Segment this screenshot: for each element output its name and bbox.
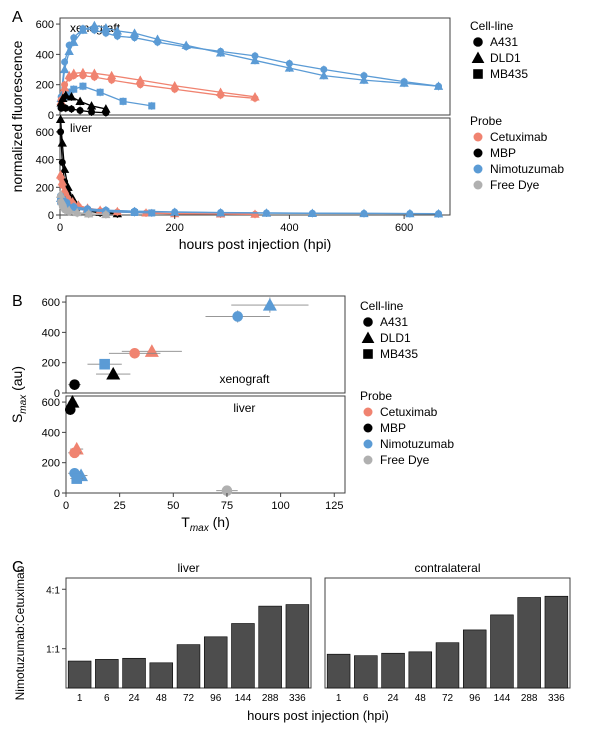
legend-b-cell-title: Cell-line	[360, 299, 404, 313]
ratio-bar	[232, 623, 255, 688]
panel-b-facet-label: liver	[233, 401, 255, 415]
legend-probe-item: MBP	[490, 146, 516, 160]
svg-text:0: 0	[48, 110, 54, 122]
svg-text:48: 48	[415, 693, 427, 704]
figure-svg: Anormalized fluorescence0200400600xenogr…	[0, 0, 600, 738]
legend-cell-title: Cell-line	[470, 19, 514, 33]
svg-text:1: 1	[336, 693, 342, 704]
svg-text:DLD1: DLD1	[380, 331, 411, 345]
svg-text:48: 48	[156, 693, 168, 704]
svg-text:600: 600	[42, 297, 60, 309]
legend-cell-item: DLD1	[490, 51, 521, 65]
svg-text:72: 72	[442, 693, 454, 704]
svg-text:288: 288	[521, 693, 538, 704]
svg-text:400: 400	[36, 49, 54, 61]
svg-text:25: 25	[114, 500, 126, 512]
svg-text:125: 125	[325, 500, 343, 512]
svg-text:Cetuximab: Cetuximab	[380, 405, 438, 419]
legend-b-probe-title: Probe	[360, 389, 392, 403]
panel-c-ylabel: Nimotuzumab:Cetuximab	[13, 565, 27, 700]
ratio-bar	[286, 605, 309, 688]
ratio-bar	[123, 658, 146, 688]
svg-text:600: 600	[36, 19, 54, 31]
svg-text:144: 144	[494, 693, 511, 704]
panel-b-xlabel: Tmax (h)	[181, 514, 229, 534]
svg-text:600: 600	[36, 127, 54, 139]
svg-text:600: 600	[42, 397, 60, 409]
svg-text:0: 0	[57, 222, 63, 234]
ratio-bar	[491, 615, 514, 688]
svg-text:1:1: 1:1	[46, 645, 60, 656]
svg-text:24: 24	[387, 693, 399, 704]
ratio-bar	[204, 637, 227, 688]
svg-text:600: 600	[395, 222, 413, 234]
svg-text:24: 24	[128, 693, 140, 704]
legend-cell-item: MB435	[490, 67, 528, 81]
svg-text:400: 400	[280, 222, 298, 234]
panel-b-ylabel: Smax (au)	[9, 366, 29, 423]
panel-b-label: B	[12, 293, 23, 310]
panel-a-facet-label: liver	[70, 121, 92, 135]
ratio-bar	[409, 652, 432, 688]
svg-text:1: 1	[77, 693, 83, 704]
svg-text:6: 6	[104, 693, 110, 704]
legend-probe-item: Nimotuzumab	[490, 162, 564, 176]
ratio-bar	[436, 643, 459, 688]
ratio-bar	[545, 596, 568, 688]
ratio-bar	[463, 630, 486, 688]
svg-text:336: 336	[289, 693, 306, 704]
svg-text:400: 400	[42, 327, 60, 339]
legend-probe-item: Cetuximab	[490, 130, 548, 144]
ratio-bar	[150, 663, 173, 688]
svg-text:200: 200	[36, 80, 54, 92]
svg-text:144: 144	[235, 693, 252, 704]
svg-text:400: 400	[42, 427, 60, 439]
panel-a-label: A	[12, 9, 23, 26]
panel-a-ylabel: normalized fluorescence	[9, 40, 25, 192]
svg-text:200: 200	[42, 358, 60, 370]
svg-text:4:1: 4:1	[46, 585, 60, 596]
svg-text:0: 0	[63, 500, 69, 512]
panel-b-facet-label: xenograft	[219, 372, 270, 386]
ratio-bar	[327, 654, 350, 688]
svg-text:200: 200	[42, 458, 60, 470]
legend-probe-title: Probe	[470, 114, 502, 128]
ratio-bar	[518, 598, 541, 688]
svg-text:100: 100	[271, 500, 289, 512]
legend-cell-item: A431	[490, 35, 518, 49]
ratio-bar	[68, 661, 91, 688]
ratio-bar	[177, 645, 200, 688]
svg-text:400: 400	[36, 155, 54, 167]
svg-text:MBP: MBP	[380, 421, 406, 435]
svg-text:96: 96	[469, 693, 481, 704]
panel-c-facet-title: contralateral	[414, 561, 480, 575]
svg-text:200: 200	[166, 222, 184, 234]
svg-text:72: 72	[183, 693, 195, 704]
legend-probe-item: Free Dye	[490, 178, 540, 192]
panel-a-facet-border	[60, 118, 450, 215]
svg-text:6: 6	[363, 693, 369, 704]
svg-text:0: 0	[48, 210, 54, 222]
svg-text:50: 50	[167, 500, 179, 512]
svg-text:Free Dye: Free Dye	[380, 453, 430, 467]
ratio-bar	[259, 606, 282, 688]
ratio-bar	[95, 659, 118, 688]
panel-c-facet-title: liver	[177, 561, 199, 575]
svg-text:Nimotuzumab: Nimotuzumab	[380, 437, 454, 451]
svg-text:96: 96	[210, 693, 222, 704]
svg-text:75: 75	[221, 500, 233, 512]
panel-c-xlabel: hours post injection (hpi)	[247, 708, 389, 723]
series-line	[61, 76, 255, 100]
svg-text:288: 288	[262, 693, 279, 704]
panel-a-xlabel: hours post injection (hpi)	[179, 236, 332, 252]
ratio-bar	[382, 653, 405, 688]
svg-text:0: 0	[54, 488, 60, 500]
svg-text:336: 336	[548, 693, 565, 704]
svg-text:MB435: MB435	[380, 347, 418, 361]
ratio-bar	[354, 656, 377, 688]
figure: Anormalized fluorescence0200400600xenogr…	[0, 0, 600, 738]
svg-text:200: 200	[36, 182, 54, 194]
svg-text:A431: A431	[380, 315, 408, 329]
